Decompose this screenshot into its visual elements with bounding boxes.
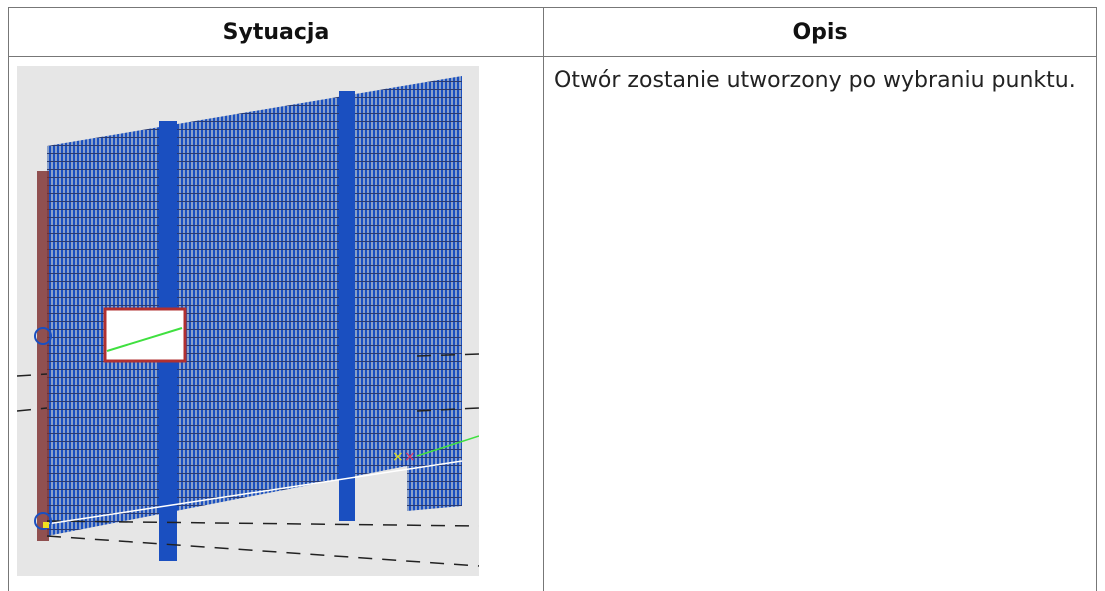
table-row: × × Otwór zostanie utworzony po wybraniu… xyxy=(9,57,1097,591)
image-cell: × × xyxy=(9,57,544,591)
info-table: Sytuacja Opis xyxy=(8,7,1097,591)
header-cell: Opis xyxy=(544,8,1097,57)
model-screenshot: × × xyxy=(17,66,479,576)
svg-text:×: × xyxy=(404,449,416,465)
header-row: Sytuacja Opis xyxy=(9,8,1097,57)
svg-text:×: × xyxy=(392,449,404,465)
description-cell: Otwór zostanie utworzony po wybraniu pun… xyxy=(544,57,1097,591)
header-cell: Sytuacja xyxy=(9,8,544,57)
